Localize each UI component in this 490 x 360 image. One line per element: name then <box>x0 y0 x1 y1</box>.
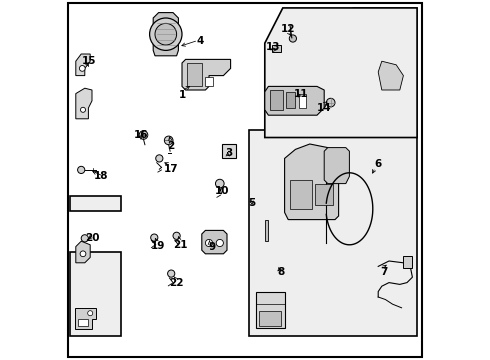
Bar <box>71 196 121 211</box>
Text: 8: 8 <box>277 267 285 277</box>
Bar <box>221 144 236 158</box>
Polygon shape <box>378 61 403 90</box>
Polygon shape <box>265 8 417 138</box>
Polygon shape <box>153 13 178 56</box>
Bar <box>71 252 121 336</box>
Polygon shape <box>317 8 417 130</box>
Text: 19: 19 <box>150 240 165 251</box>
Bar <box>265 220 268 241</box>
Text: 17: 17 <box>164 164 178 174</box>
Text: 13: 13 <box>266 42 280 52</box>
Circle shape <box>155 23 176 45</box>
Text: 5: 5 <box>248 198 255 208</box>
Text: 10: 10 <box>214 186 229 196</box>
Polygon shape <box>76 54 90 76</box>
Bar <box>299 94 306 108</box>
Text: 16: 16 <box>133 130 148 140</box>
Bar <box>272 45 281 52</box>
Polygon shape <box>265 86 324 115</box>
Circle shape <box>289 35 296 42</box>
Circle shape <box>88 311 93 316</box>
Circle shape <box>173 232 180 239</box>
Text: 15: 15 <box>82 56 97 66</box>
Text: 11: 11 <box>294 89 308 99</box>
Polygon shape <box>285 144 339 220</box>
Circle shape <box>205 239 213 247</box>
Circle shape <box>151 234 158 241</box>
Polygon shape <box>76 241 90 263</box>
Bar <box>205 77 213 86</box>
Bar <box>315 184 333 205</box>
Circle shape <box>81 235 88 242</box>
Bar <box>403 256 413 268</box>
Text: 2: 2 <box>168 141 175 151</box>
Circle shape <box>168 270 175 277</box>
Polygon shape <box>202 230 227 254</box>
Circle shape <box>326 98 335 107</box>
Bar <box>248 130 417 336</box>
Circle shape <box>261 312 269 321</box>
Text: 21: 21 <box>173 240 188 250</box>
Bar <box>290 180 312 209</box>
Bar <box>77 319 88 326</box>
Text: 7: 7 <box>380 267 387 277</box>
Text: 14: 14 <box>317 103 332 113</box>
Circle shape <box>79 66 85 71</box>
Circle shape <box>216 179 224 188</box>
Text: 1: 1 <box>178 90 186 100</box>
Text: 4: 4 <box>196 36 204 46</box>
Bar <box>286 92 295 108</box>
Polygon shape <box>75 308 96 329</box>
Text: 6: 6 <box>374 159 382 169</box>
Bar <box>256 292 285 328</box>
Circle shape <box>80 107 86 112</box>
Text: 9: 9 <box>208 242 216 252</box>
Text: 18: 18 <box>94 171 108 181</box>
Text: 22: 22 <box>170 278 184 288</box>
Polygon shape <box>324 148 349 184</box>
Bar <box>270 90 283 110</box>
Circle shape <box>80 251 86 257</box>
Circle shape <box>156 155 163 162</box>
Bar <box>259 311 281 326</box>
Polygon shape <box>182 59 231 90</box>
Circle shape <box>77 166 85 174</box>
Circle shape <box>149 18 182 50</box>
Circle shape <box>164 136 173 145</box>
Circle shape <box>139 131 148 139</box>
Text: 12: 12 <box>281 24 295 34</box>
Polygon shape <box>76 88 92 119</box>
Text: 3: 3 <box>225 148 232 158</box>
Text: 20: 20 <box>85 233 99 243</box>
Bar <box>187 63 202 86</box>
Circle shape <box>216 239 223 247</box>
